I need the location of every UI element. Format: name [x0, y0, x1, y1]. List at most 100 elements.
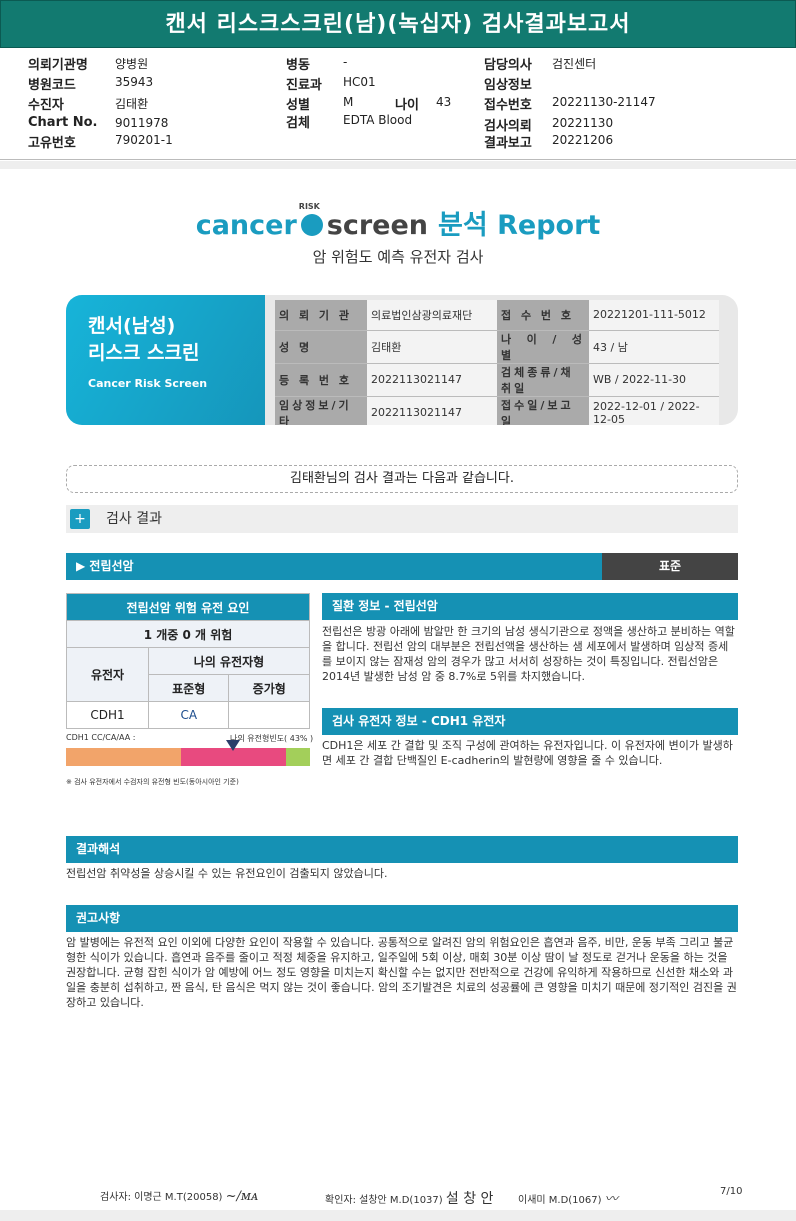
section-header: + 검사 결과	[66, 505, 738, 533]
separator	[0, 161, 796, 169]
value: 20221206	[552, 133, 614, 147]
interpretation-header: 결과해석	[66, 836, 738, 863]
result-folder-icon: +	[70, 509, 90, 529]
cancer-type-bar: ▶ 전립선암 표준	[66, 553, 738, 580]
genotype-frequency-bar	[66, 748, 310, 766]
label: 진료과	[286, 78, 322, 93]
cancer-name: ▶ 전립선암	[76, 559, 134, 573]
value: 35943	[115, 75, 154, 89]
standard-genotype: CA	[147, 701, 230, 729]
info-value: 의료법인삼광의료재단	[367, 300, 497, 331]
freq-label: CDH1 CC/CA/AA :	[66, 733, 136, 742]
result-message: 김태환님의 검사 결과는 다음과 같습니다.	[66, 465, 738, 493]
info-row: 의 뢰 기 관 의료법인삼광의료재단 접 수 번 호 20221201-111-501…	[275, 300, 719, 331]
label: 결과보고	[484, 136, 532, 151]
my-genotype-marker-icon	[226, 740, 240, 751]
patient-header: 의뢰기관명 양병원 병원코드 35943 수진자 김태환 Chart No. 90119…	[0, 48, 796, 160]
disease-info-text: 전립선은 방광 아래에 밤알만 한 크기의 남성 생식기관으로 정액을 생산하고…	[322, 625, 735, 683]
value: HC01	[343, 75, 376, 89]
label: 접수번호	[484, 98, 532, 113]
card-title-2: 리스크 스크린	[88, 342, 200, 364]
info-value: 2022-12-01 / 2022-12-05	[589, 396, 719, 425]
label: 임상정보	[484, 78, 532, 93]
age-label: 나이	[395, 98, 419, 113]
doctor2-signature: 〰	[604, 1192, 618, 1207]
doctor2: 이새미 M.D(1067) 〰	[518, 1188, 618, 1207]
label: 검사의뢰	[484, 119, 532, 134]
examiner: 검사자: 이명근 M.T(20058) ~/ᴍᴀ	[100, 1188, 258, 1204]
increased-genotype	[228, 701, 310, 729]
info-value: WB / 2022-11-30	[589, 363, 719, 397]
section-title: 검사 결과	[106, 511, 162, 527]
freq-segment-1	[180, 748, 286, 766]
value: 790201-1	[115, 133, 173, 147]
value: 양병원	[115, 57, 149, 71]
advice-header: 권고사항	[66, 905, 738, 932]
risk-status-badge: 표준	[602, 553, 738, 580]
info-key: 임상정보/기타	[275, 396, 367, 425]
info-value: 2022113021147	[367, 396, 497, 425]
test-info-table: 의 뢰 기 관 의료법인삼광의료재단 접 수 번 호 20221201-111-501…	[275, 300, 719, 425]
gene-name: CDH1	[66, 701, 149, 729]
logo-risk: RISK	[298, 201, 320, 211]
bottom-band	[0, 1210, 796, 1221]
logo-screen: screen	[326, 210, 429, 241]
info-value: 김태환	[367, 330, 497, 364]
gene-info-header: 검사 유전자 정보 - CDH1 유전자	[322, 708, 738, 735]
confirmer-signature: 설 창 안	[445, 1191, 494, 1207]
info-key: 성 명	[275, 330, 367, 364]
risk-summary: 1 개중 0 개 위험	[66, 620, 310, 648]
label: 고유번호	[28, 136, 76, 151]
info-row: 성 명 김태환 나 이 / 성 별 43 / 남	[275, 330, 719, 364]
card-title-1: 캔서(남성)	[88, 315, 176, 337]
label: 수진자	[28, 98, 64, 113]
test-info-card: 캔서(남성) 리스크 스크린 Cancer Risk Screen 의 뢰 기 …	[66, 295, 738, 425]
risk-icon: RISK	[299, 202, 323, 236]
doctor2-text: 이새미 M.D(1067)	[518, 1195, 602, 1206]
genetic-factor-table: 전립선암 위험 유전 요인 1 개중 0 개 위험 유전자 나의 유전자형 표준형…	[66, 593, 310, 729]
logo-report: 분석 Report	[438, 210, 601, 241]
interpretation-text: 전립선암 취약성을 상승시킬 수 있는 유전요인이 검출되지 않았습니다.	[66, 867, 388, 880]
label: Chart No.	[28, 115, 98, 130]
confirmer: 확인자: 설창안 M.D(1037) 설 창 안	[325, 1188, 493, 1208]
info-key: 접수일/보고일	[497, 396, 589, 425]
value: M	[343, 95, 354, 109]
value: 검진센터	[552, 57, 597, 71]
logo-cancer: cancer	[195, 210, 297, 241]
freq-note: ※ 검사 유전자에서 수검자의 유전형 빈도(동아시아인 기준)	[66, 778, 239, 786]
genotype-header: 나의 유전자형	[148, 647, 310, 675]
value: EDTA Blood	[343, 113, 413, 127]
info-key: 검체종류/채취일	[497, 363, 589, 397]
info-key: 나 이 / 성 별	[497, 330, 589, 364]
confirmer-text: 확인자: 설창안 M.D(1037)	[325, 1195, 443, 1206]
freq-segment-2	[285, 748, 310, 766]
age-value: 43	[436, 95, 452, 109]
cancer-risk-screen-logo: cancer RISK screen 분석 Report	[0, 202, 796, 242]
table-row: CDH1 CA	[66, 701, 310, 729]
info-value: 2022113021147	[367, 363, 497, 397]
info-key: 접 수 번 호	[497, 300, 589, 331]
standard-header: 표준형	[147, 674, 230, 702]
value: 20221130	[552, 116, 614, 130]
info-value: 43 / 남	[589, 330, 719, 364]
card-title-panel: 캔서(남성) 리스크 스크린 Cancer Risk Screen	[66, 295, 265, 425]
label: 검체	[286, 116, 310, 131]
page-number: 7/10	[720, 1186, 743, 1197]
value: -	[343, 55, 348, 69]
value: 20221130-21147	[552, 95, 656, 109]
label: 담당의사	[484, 58, 532, 73]
advice-text: 암 발병에는 유전적 요인 이외에 다양한 요인이 작용할 수 있습니다. 공통…	[66, 936, 737, 1009]
info-key: 등 록 번 호	[275, 363, 367, 397]
label: 성별	[286, 98, 310, 113]
value: 김태환	[115, 97, 149, 111]
label: 병원코드	[28, 78, 76, 93]
info-value: 20221201-111-5012	[589, 300, 719, 331]
label: 병동	[286, 58, 310, 73]
examiner-signature: ~/ᴍᴀ	[225, 1189, 259, 1204]
subtitle: 암 위험도 예측 유전자 검사	[312, 248, 484, 266]
table-title: 전립선암 위험 유전 요인	[66, 593, 310, 621]
gene-info-text: CDH1은 세포 간 결합 및 조직 구성에 관여하는 유전자입니다. 이 유전…	[322, 739, 733, 767]
info-key: 의 뢰 기 관	[275, 300, 367, 331]
freq-segment-0	[66, 748, 181, 766]
gene-header: 유전자	[66, 647, 149, 702]
